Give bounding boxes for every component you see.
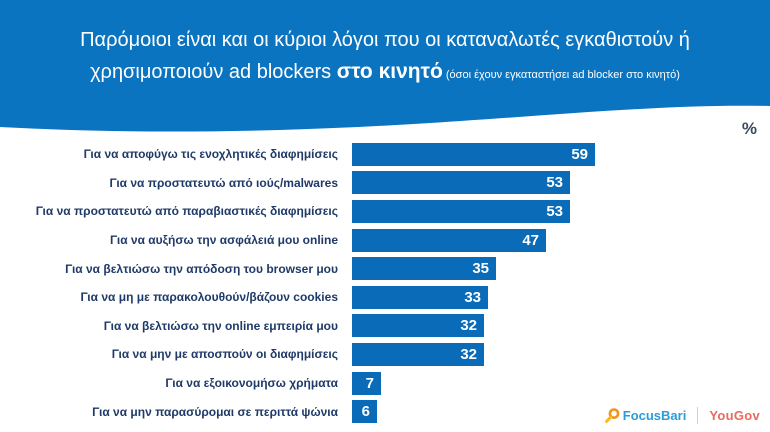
chart-row: Για να αυξήσω την ασφάλειά μου online 47 xyxy=(0,226,770,255)
bar-label: Για να μην με αποσπούν οι διαφημίσεις xyxy=(111,347,338,362)
chart-row: Για να μην με αποσπούν οι διαφημίσεις 32 xyxy=(0,340,770,369)
bar-label: Για να βελτιώσω την απόδοση του browser … xyxy=(65,261,338,276)
bar-value: 6 xyxy=(361,403,370,421)
bar-value: 32 xyxy=(460,345,477,363)
header-banner: Παρόμοιοι είναι και οι κύριοι λόγοι που … xyxy=(0,0,770,141)
bar-label: Για να αυξήσω την ασφάλειά μου online xyxy=(110,233,338,248)
magnifier-icon xyxy=(604,408,620,423)
focusbari-logo: FocusBari xyxy=(604,407,687,424)
chart-row: Για να μην παρασύρομαι σε περιττά ψώνια … xyxy=(0,397,770,426)
chart-row: Για να εξοικονομήσω χρήματα 7 xyxy=(0,369,770,398)
bar-label: Για να βελτιώσω την online εμπειρία μου xyxy=(103,318,338,333)
bar: 53 xyxy=(352,171,570,195)
bar: 33 xyxy=(352,285,488,309)
bar-label: Για να μη με παρακολουθούν/βάζουν cookie… xyxy=(80,290,338,305)
header-wave-shape xyxy=(0,105,770,141)
slide-title: Παρόμοιοι είναι και οι κύριοι λόγοι που … xyxy=(0,0,770,91)
bar-label: Για να μην παρασύρομαι σε περιττά ψώνια xyxy=(92,404,338,419)
yougov-logo: YouGov xyxy=(709,408,760,423)
bar-value: 33 xyxy=(464,288,481,306)
chart-row: Για να προστατευτώ από παραβιαστικές δια… xyxy=(0,197,770,226)
focusbari-label: FocusBari xyxy=(622,408,687,423)
logo-divider xyxy=(697,407,699,424)
chart-row: Για να αποφύγω τις ενοχλητικές διαφημίσε… xyxy=(0,140,770,169)
bar-label: Για να προστατευτώ από ιούς/malwares xyxy=(109,175,339,190)
bar-chart: Για να αποφύγω τις ενοχλητικές διαφημίσε… xyxy=(0,140,770,426)
bar: 32 xyxy=(352,342,484,366)
bar: 59 xyxy=(352,142,595,166)
bar: 7 xyxy=(352,371,381,395)
chart-row: Για να μη με παρακολουθούν/βάζουν cookie… xyxy=(0,283,770,312)
bar-value: 53 xyxy=(546,174,563,192)
title-line1: Παρόμοιοι είναι και οι κύριοι λόγοι που … xyxy=(80,29,690,51)
bar-value: 7 xyxy=(365,374,374,392)
bar-label: Για να προστατευτώ από παραβιαστικές δια… xyxy=(35,204,338,219)
bar: 6 xyxy=(352,400,377,424)
bar: 32 xyxy=(352,314,484,338)
bar-value: 35 xyxy=(472,260,489,278)
chart-row: Για να βελτιώσω την online εμπειρία μου … xyxy=(0,312,770,341)
footer-logos: FocusBari YouGov xyxy=(604,407,760,424)
bar-value: 59 xyxy=(571,145,588,163)
bar-label: Για να αποφύγω τις ενοχλητικές διαφημίσε… xyxy=(83,147,338,162)
chart-row: Για να βελτιώσω την απόδοση του browser … xyxy=(0,254,770,283)
bar: 47 xyxy=(352,228,546,252)
chart-row: Για να προστατευτώ από ιούς/malwares 53 xyxy=(0,169,770,198)
bar-label: Για να εξοικονομήσω χρήματα xyxy=(165,376,338,391)
bar: 53 xyxy=(352,199,570,223)
bar-value: 32 xyxy=(460,317,477,335)
title-line2-note: (όσοι έχουν εγκαταστήσει ad blocker στο … xyxy=(442,69,680,81)
bar-value: 47 xyxy=(522,231,539,249)
title-line2-prefix: χρησιμοποιούν ad blockers xyxy=(90,61,337,83)
bar: 35 xyxy=(352,257,496,281)
bar-value: 53 xyxy=(546,202,563,220)
percent-unit-label: % xyxy=(741,119,757,138)
title-line2-bold: στο κινητό xyxy=(336,60,443,83)
